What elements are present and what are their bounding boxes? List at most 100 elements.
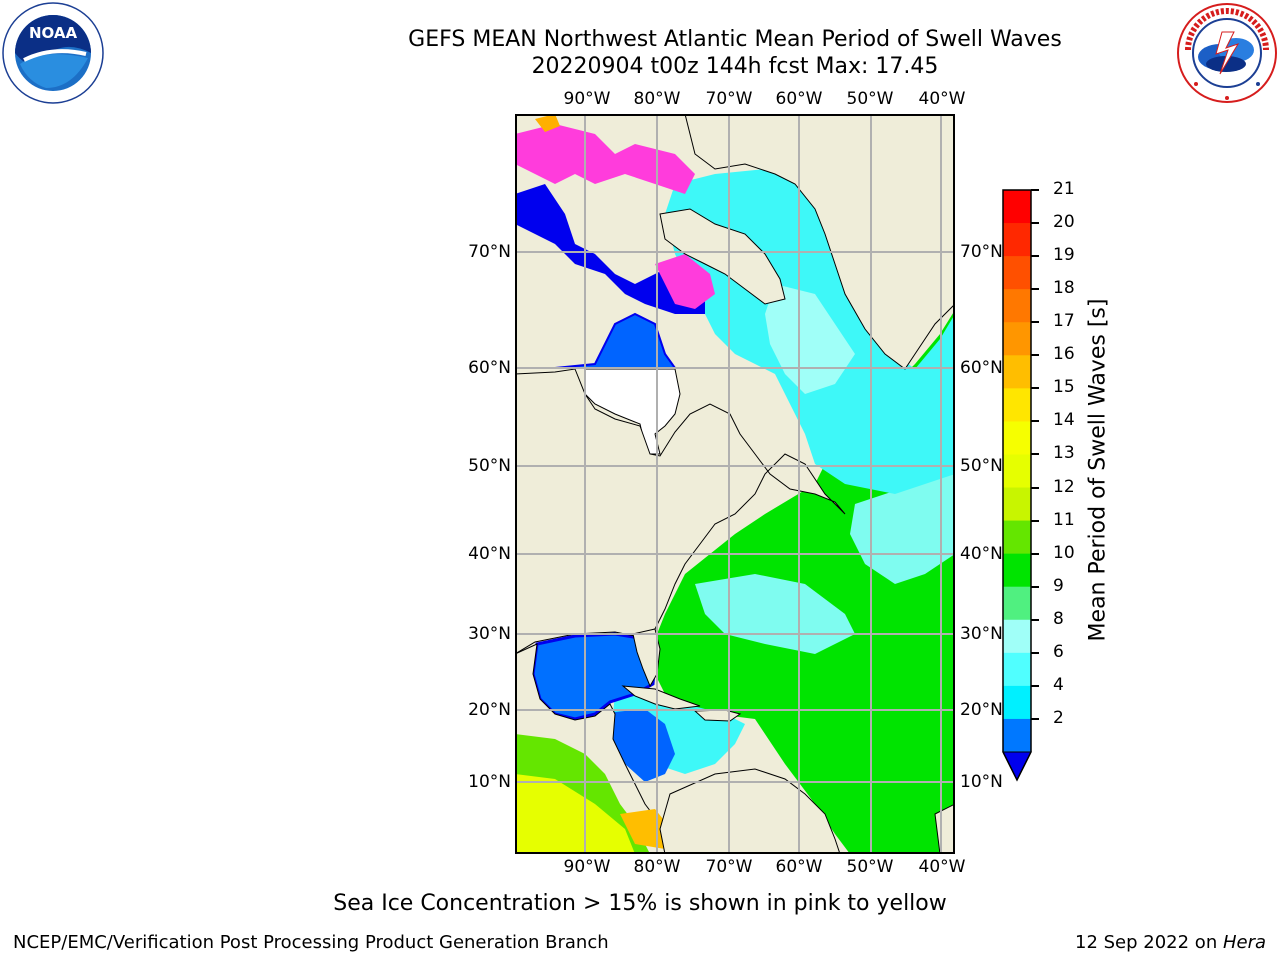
florida (632, 628, 661, 688)
footer-host: Hera (1222, 932, 1266, 953)
colorbar-tick-label: 2 (1053, 707, 1064, 728)
colorbar-tick-mark (1031, 387, 1039, 390)
colorbar-tick-mark (1031, 321, 1039, 324)
colorbar-tick-label: 17 (1053, 311, 1075, 332)
colorbar-band (1003, 718, 1031, 753)
lat-label-left-40n: 40°N (468, 544, 511, 564)
south-america (659, 768, 841, 855)
colorbar-band (1003, 619, 1031, 654)
colorbar-tick-label: 16 (1053, 344, 1075, 365)
noaa-logo-text: NOAA (29, 24, 78, 42)
colorbar-tick-mark (1031, 288, 1039, 291)
colorbar-tick-mark (1031, 684, 1039, 687)
colorbar-tick-label: 9 (1053, 575, 1064, 596)
lat-label-right-60n: 60°N (960, 358, 1003, 378)
colorbar-tick-label: 19 (1053, 245, 1075, 266)
sea-ice-pink-2 (655, 254, 715, 309)
greater-antilles (621, 685, 701, 710)
map-title: GEFS MEAN Northwest Atlantic Mean Period… (408, 27, 1062, 52)
lat-label-left-70n: 70°N (468, 242, 511, 262)
lon-label-top-90w: 90°W (563, 89, 611, 109)
colorbar-tick-label: 8 (1053, 608, 1064, 629)
lon-label-top-40w: 40°W (918, 89, 966, 109)
pacific-orange (620, 809, 675, 849)
lat-label-left-60n: 60°N (468, 358, 511, 378)
colorbar-band (1003, 322, 1031, 356)
sea-ice-pink (515, 124, 695, 194)
colorbar-band (1003, 421, 1031, 455)
lat-label-right-40n: 40°N (960, 544, 1003, 564)
colorbar-tick-mark (1031, 189, 1039, 191)
colorbar-tick-label: 15 (1053, 377, 1075, 398)
colorbar-tick-mark (1031, 453, 1039, 456)
nws-logo (1176, 2, 1278, 104)
lon-label-top-80w: 80°W (633, 89, 681, 109)
lon-label-bottom-80w: 80°W (633, 857, 681, 877)
colorbar-tick-mark (1031, 651, 1039, 654)
colorbar-tick-label: 12 (1053, 476, 1075, 497)
colorbar-frame (1002, 189, 1032, 782)
lon-label-bottom-50w: 50°W (846, 857, 894, 877)
colorbar-tick-mark (1031, 486, 1039, 489)
labrador-sea (765, 284, 855, 394)
mid-atlantic-cyan-2 (850, 474, 955, 584)
colorbar-tick-label: 20 (1053, 212, 1075, 233)
colorbar-band (1003, 256, 1031, 290)
footer-date: 12 Sep 2022 on Hera (1075, 932, 1266, 953)
hudson-bay (554, 312, 677, 369)
colorbar-band (1003, 586, 1031, 621)
lon-label-bottom-60w: 60°W (775, 857, 823, 877)
colorbar-band (1003, 355, 1031, 389)
lon-label-bottom-90w: 90°W (563, 857, 611, 877)
colorbar-tick-mark (1031, 255, 1039, 258)
lat-label-right-70n: 70°N (960, 242, 1003, 262)
colorbar-tick-label: 6 (1053, 641, 1064, 662)
lat-label-right-20n: 20°N (960, 700, 1003, 720)
lon-label-top-60w: 60°W (775, 89, 823, 109)
colorbar-tick-mark (1031, 618, 1039, 621)
lat-label-right-50n: 50°N (960, 456, 1003, 476)
colorbar-tick-mark (1031, 552, 1039, 555)
colorbar-tick-mark (1031, 519, 1039, 522)
colorbar-tick-label: 21 (1053, 179, 1075, 199)
lat-label-left-50n: 50°N (468, 456, 511, 476)
colorbar-band (1003, 388, 1031, 422)
baffin-island (659, 208, 786, 305)
colorbar-tick-label: 10 (1053, 542, 1075, 563)
lat-label-left-20n: 20°N (468, 700, 511, 720)
sea-ice-orange (535, 114, 560, 132)
colorbar (1000, 186, 1040, 786)
colorbar-extend-arrow (1002, 751, 1032, 782)
swell-period-map (514, 113, 956, 855)
map-subtitle: 20220904 t00z 144h fcst Max: 17.45 (531, 54, 939, 79)
map-frame (515, 114, 955, 854)
lon-label-bottom-70w: 70°W (705, 857, 753, 877)
pacific-yellow (515, 774, 635, 854)
colorbar-tick-mark (1031, 420, 1039, 423)
colorbar-band (1003, 454, 1031, 489)
colorbar-tick-label: 18 (1053, 278, 1075, 299)
colorbar-band (1003, 487, 1031, 522)
colorbar-tick-mark (1031, 717, 1039, 720)
colorbar-tick-mark (1031, 354, 1039, 357)
colorbar-band (1003, 289, 1031, 323)
sea-ice-note: Sea Ice Concentration > 15% is shown in … (333, 891, 947, 916)
colorbar-band (1003, 685, 1031, 720)
colorbar-tick-label: 11 (1053, 509, 1075, 530)
map-graticule (515, 114, 955, 854)
lon-label-top-70w: 70°W (705, 89, 753, 109)
colorbar-tick-mark (1031, 585, 1039, 588)
colorbar-band (1003, 223, 1031, 257)
colorbar-band (1003, 520, 1031, 555)
lat-label-right-30n: 30°N (960, 624, 1003, 644)
footer-credit: NCEP/EMC/Verification Post Processing Pr… (13, 932, 609, 953)
colorbar-tick-mark (1031, 222, 1039, 225)
colorbar-band (1003, 190, 1031, 224)
colorbar-tick-label: 4 (1053, 674, 1064, 695)
noaa-logo: NOAA (2, 2, 104, 104)
colorbar-band (1003, 652, 1031, 687)
greenland (684, 113, 956, 370)
colorbar-title: Mean Period of Swell Waves [s] (1085, 298, 1111, 642)
colorbar-tick-label: 13 (1053, 443, 1075, 464)
colorbar-tick-label: 14 (1053, 410, 1075, 431)
